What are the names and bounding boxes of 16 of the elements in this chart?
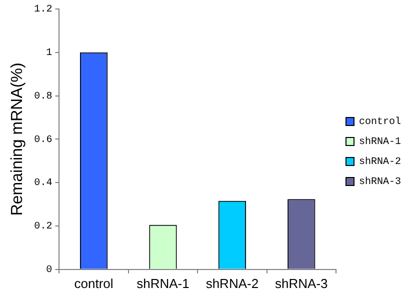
x-tick-label: shRNA-2	[206, 276, 259, 291]
y-axis-title: Remaining mRNA(%)	[9, 62, 26, 216]
legend-label: control	[358, 116, 402, 128]
y-tick-label: 0	[46, 265, 52, 276]
legend-label: shRNA-2	[358, 156, 402, 168]
legend-label: shRNA-3	[358, 176, 402, 188]
y-tick-label: 0.8	[34, 91, 52, 102]
x-tick-label: shRNA-1	[136, 276, 190, 291]
x-tick-label: control	[74, 276, 114, 291]
legend-label: shRNA-1	[358, 136, 402, 148]
y-tick-label: 0.4	[34, 178, 52, 190]
y-tick-label: 1	[46, 48, 52, 60]
y-tick-label: 1.2	[34, 4, 52, 16]
y-tick-label: 0.6	[34, 134, 52, 146]
x-tick-label: shRNA-3	[275, 276, 328, 291]
y-tick-label: 0.2	[34, 222, 52, 233]
